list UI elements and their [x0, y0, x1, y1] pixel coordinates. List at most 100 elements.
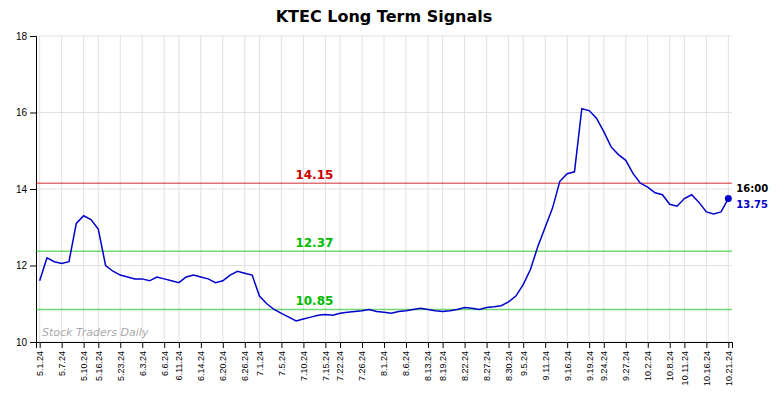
x-tick-label: 8.22.24	[460, 351, 470, 381]
x-tick: 9.5.24	[519, 342, 529, 376]
y-tick-label: 10	[16, 337, 28, 348]
x-tick: 5.23.24	[116, 342, 126, 381]
grid-line	[83, 36, 84, 342]
grid-line	[523, 36, 524, 342]
x-tick: 7.22.24	[335, 342, 345, 381]
x-tick-mark	[589, 342, 590, 348]
x-tick-mark	[84, 342, 85, 348]
y-tick-mark	[30, 342, 36, 343]
x-tick-label: 8.13.24	[423, 351, 433, 381]
x-tick-mark	[325, 342, 326, 348]
y-tick-label: 18	[16, 31, 28, 42]
grid-line	[669, 36, 670, 342]
x-tick: 9.11.24	[541, 342, 551, 380]
grid-line	[405, 36, 406, 342]
x-tick-mark	[443, 342, 444, 348]
x-tick-label: 10.21.24	[724, 351, 734, 386]
x-tick-label: 8.1.24	[379, 351, 389, 376]
grid-line	[508, 36, 509, 342]
x-tick-mark	[98, 342, 99, 348]
y-tick-mark	[30, 36, 36, 37]
x-tick: 7.15.24	[321, 342, 331, 381]
grid-line	[625, 36, 626, 342]
x-tick-mark	[40, 342, 41, 348]
x-tick: 10.8.24	[665, 342, 675, 381]
x-tick: 6.3.24	[138, 342, 148, 376]
chart: 5.1.245.7.245.10.245.16.245.23.246.3.246…	[0, 0, 784, 398]
x-tick-label: 9.16.24	[563, 351, 573, 381]
x-tick: 10.11.24	[680, 342, 690, 385]
grid-line	[545, 36, 546, 342]
x-tick: 8.27.24	[482, 342, 492, 381]
x-tick-label: 5.10.24	[79, 351, 89, 381]
y-tick-label: 16	[16, 107, 28, 118]
marks	[36, 109, 732, 321]
x-tick-mark	[604, 342, 605, 348]
grid-line	[384, 36, 385, 342]
x-tick-label: 8.6.24	[401, 351, 411, 376]
y-tick-label: 14	[16, 184, 28, 195]
grid-line	[120, 36, 121, 342]
x-tick: 7.26.24	[357, 342, 367, 381]
x-tick: 8.13.24	[423, 342, 433, 381]
grid-line	[728, 36, 729, 342]
x-tick: 8.30.24	[504, 342, 514, 381]
x-tick: 9.16.24	[563, 342, 573, 381]
x-tick-mark	[406, 342, 407, 348]
x-tick-label: 10.11.24	[680, 351, 690, 385]
x-tick-mark	[626, 342, 627, 348]
x-tick-mark	[281, 342, 282, 348]
level-label: 14.15	[295, 168, 333, 182]
x-tick-label: 9.11.24	[541, 351, 551, 380]
x-tick-label: 7.1.24	[255, 351, 265, 376]
x-tick-mark	[523, 342, 524, 348]
x-tick-mark	[670, 342, 671, 348]
y-tick: 14	[16, 184, 36, 195]
y-axis-line	[30, 37, 37, 343]
x-tick-mark	[62, 342, 63, 348]
x-tick-label: 8.27.24	[482, 351, 492, 381]
x-tick: 5.16.24	[94, 342, 104, 381]
x-tick-mark	[509, 342, 510, 348]
level-line	[36, 183, 732, 185]
x-tick: 6.26.24	[240, 342, 250, 381]
x-tick-label: 9.27.24	[621, 351, 631, 381]
x-tick: 5.1.24	[35, 342, 45, 376]
y-tick-mark	[30, 189, 36, 190]
x-tick-label: 6.20.24	[218, 351, 228, 381]
y-tick-mark	[30, 113, 36, 114]
grid-line	[281, 36, 282, 342]
y-tick: 12	[16, 260, 36, 271]
x-tick-label: 8.19.24	[438, 351, 448, 381]
x-tick-label: 9.24.24	[599, 351, 609, 381]
x-tick-mark	[487, 342, 488, 348]
grid-line	[603, 36, 604, 342]
grid-line	[706, 36, 707, 342]
x-tick: 6.11.24	[174, 342, 184, 380]
grid-line	[589, 36, 590, 342]
grid-line	[61, 36, 62, 342]
price-line	[40, 109, 729, 321]
x-tick-label: 7.26.24	[357, 351, 367, 381]
level-label: 10.85	[295, 294, 333, 308]
x-tick-label: 6.3.24	[138, 351, 148, 376]
grid-line	[244, 36, 245, 342]
watermark: Stock Traders Daily	[42, 326, 149, 339]
x-tick-mark	[201, 342, 202, 348]
x-tick: 8.1.24	[379, 342, 389, 376]
x-tick: 6.14.24	[196, 342, 206, 381]
x-tick-label: 6.14.24	[196, 351, 206, 381]
x-tick: 9.19.24	[585, 342, 595, 381]
x-tick: 8.22.24	[460, 342, 470, 381]
x-tick-label: 10.8.24	[665, 351, 675, 381]
end-marker	[725, 195, 732, 202]
x-tick-label: 5.23.24	[116, 351, 126, 381]
x-tick-mark	[120, 342, 121, 348]
x-tick-mark	[465, 342, 466, 348]
grid-line	[486, 36, 487, 342]
x-tick: 6.20.24	[218, 342, 228, 381]
x-tick-mark	[384, 342, 385, 348]
x-tick-mark	[728, 342, 729, 348]
x-tick-mark	[245, 342, 246, 348]
grid-line	[98, 36, 99, 342]
